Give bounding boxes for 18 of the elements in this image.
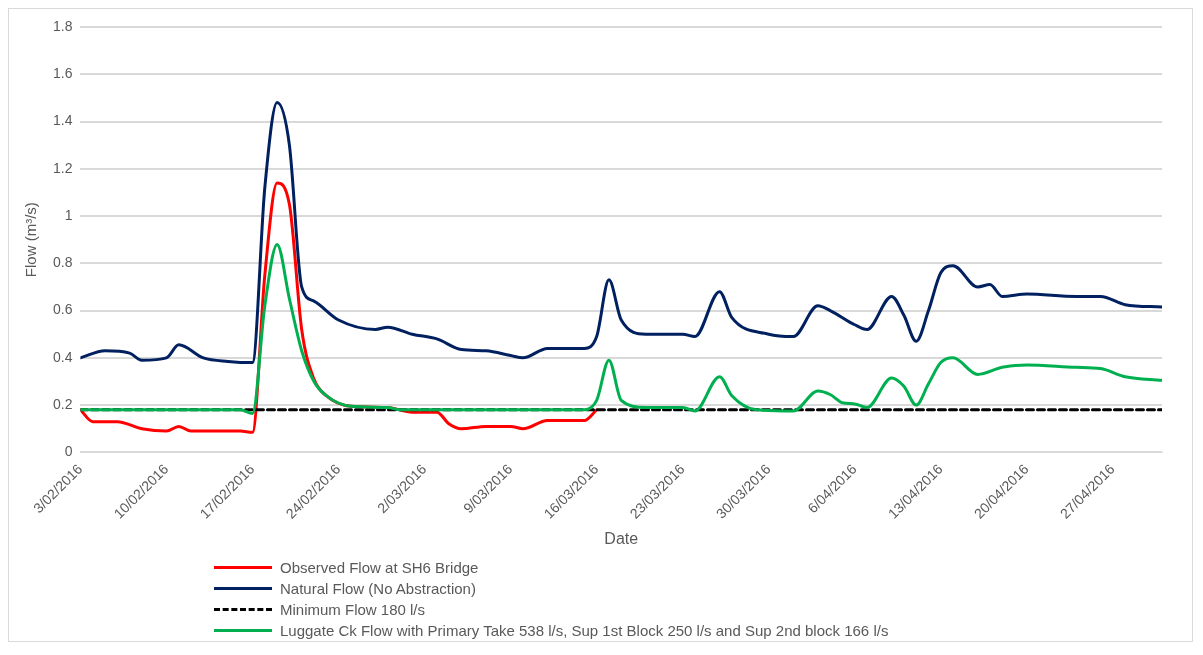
y-tick-label: 0.8: [52, 254, 73, 271]
legend-label: Natural Flow (No Abstraction): [280, 580, 476, 597]
y-tick-label: 0: [64, 443, 73, 460]
y-tick-label: 1.8: [52, 17, 73, 34]
line-series: [80, 242, 1162, 415]
legend-label: Minimum Flow 180 l/s: [280, 601, 426, 618]
y-axis-title: Flow (m³/s): [22, 202, 40, 278]
y-tick-label: 1.4: [52, 112, 73, 129]
x-axis-title: Date: [604, 529, 639, 547]
y-tick-label: 0.2: [52, 395, 73, 412]
y-tick-label: 1.6: [52, 65, 73, 82]
y-tick-label: 1.2: [52, 159, 73, 176]
y-tick-label: 0.4: [52, 348, 73, 365]
legend-label: Luggate Ck Flow with Primary Take 538 l/s, Sup 1st Block 250 l/s and Sup 2nd block 166 l/s: [280, 622, 889, 639]
line-series: [80, 101, 1162, 365]
y-tick-label: 0.6: [52, 301, 73, 318]
y-tick-label: 1: [64, 206, 73, 223]
legend-label: Observed Flow at SH6 Bridge: [280, 559, 479, 576]
